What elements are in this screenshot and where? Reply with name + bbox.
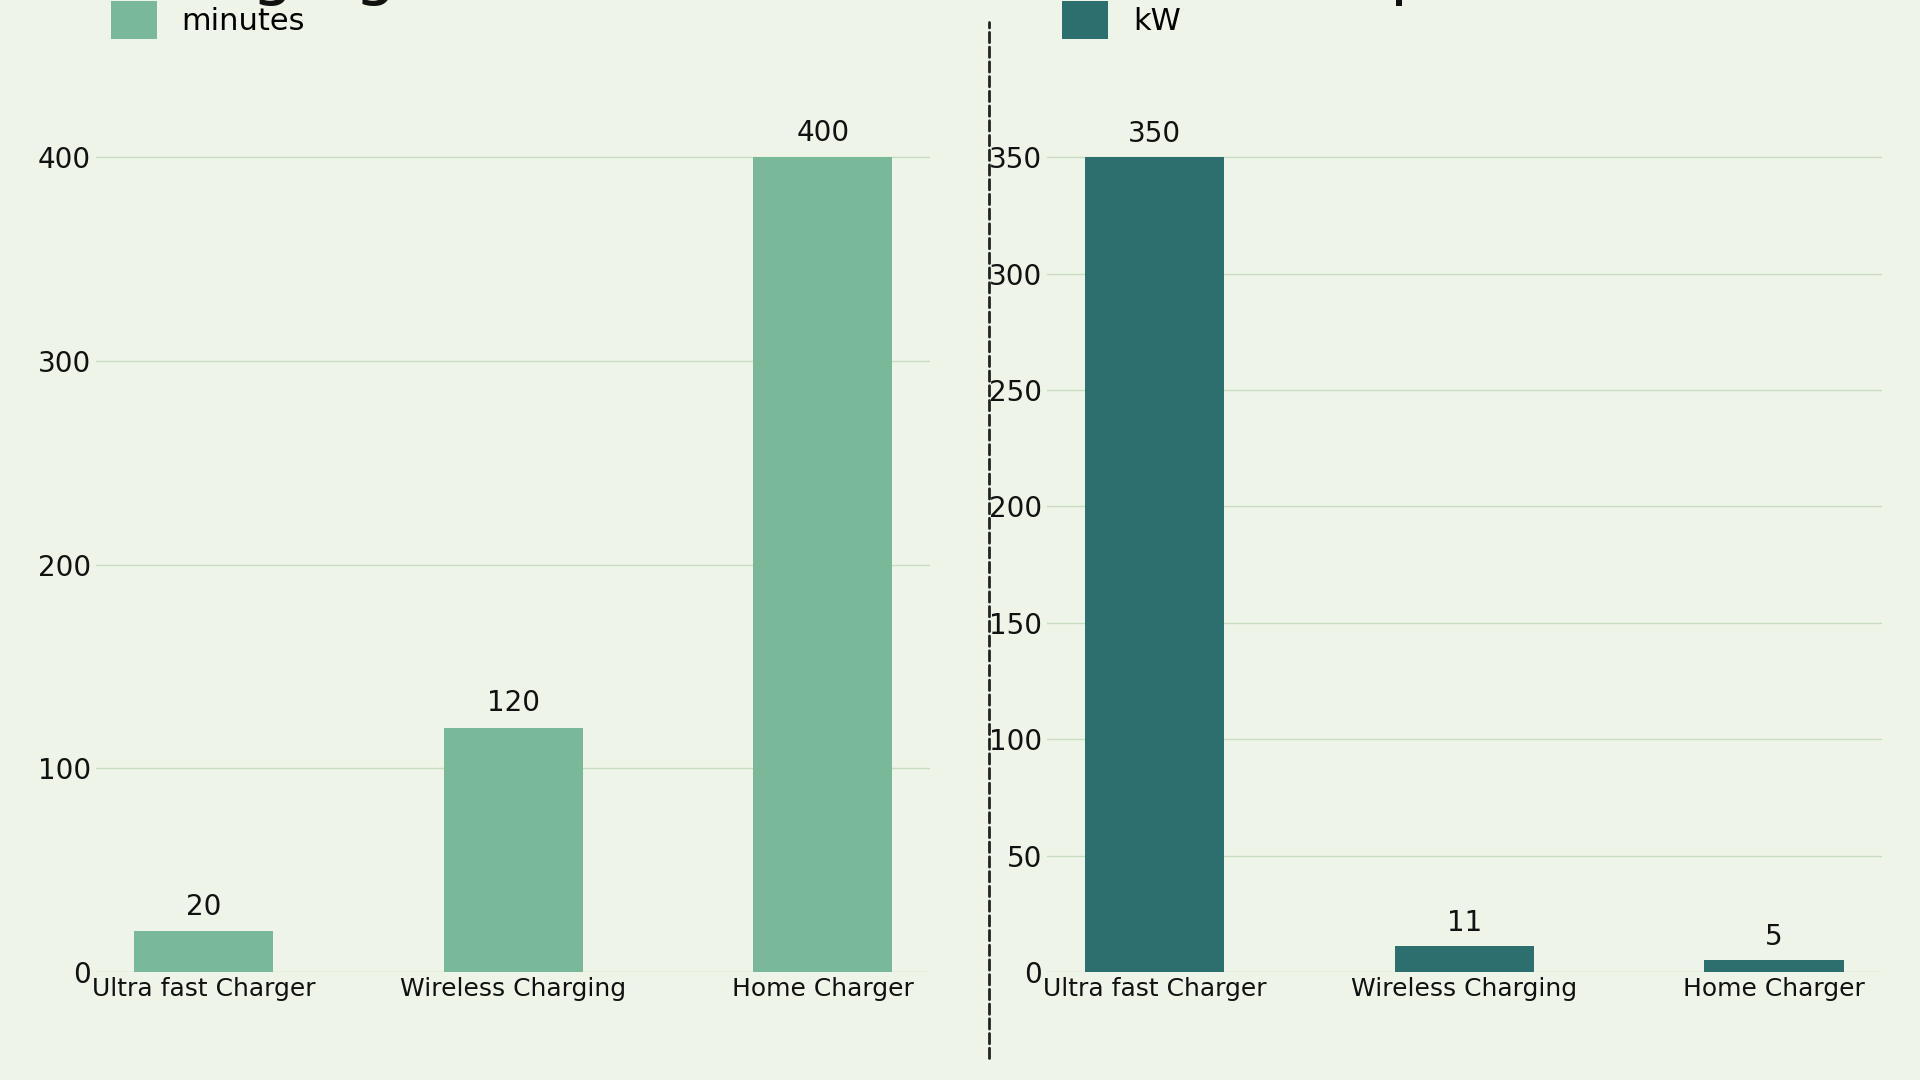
Bar (134, 931, 273, 972)
Text: 11: 11 (1448, 909, 1482, 937)
Bar (444, 728, 584, 972)
Text: 20: 20 (186, 893, 221, 921)
Bar (1085, 157, 1225, 972)
Legend: kW: kW (1062, 1, 1181, 39)
Bar (1394, 946, 1534, 972)
Text: 350: 350 (1129, 120, 1181, 148)
Bar (1705, 960, 1843, 972)
Text: Power Output: Power Output (1046, 0, 1501, 6)
Legend: minutes: minutes (111, 1, 305, 39)
Text: 400: 400 (797, 119, 849, 147)
Text: Charging Time: Charging Time (96, 0, 582, 6)
Text: 5: 5 (1764, 923, 1784, 951)
Text: 120: 120 (486, 689, 540, 717)
Bar (753, 157, 893, 972)
